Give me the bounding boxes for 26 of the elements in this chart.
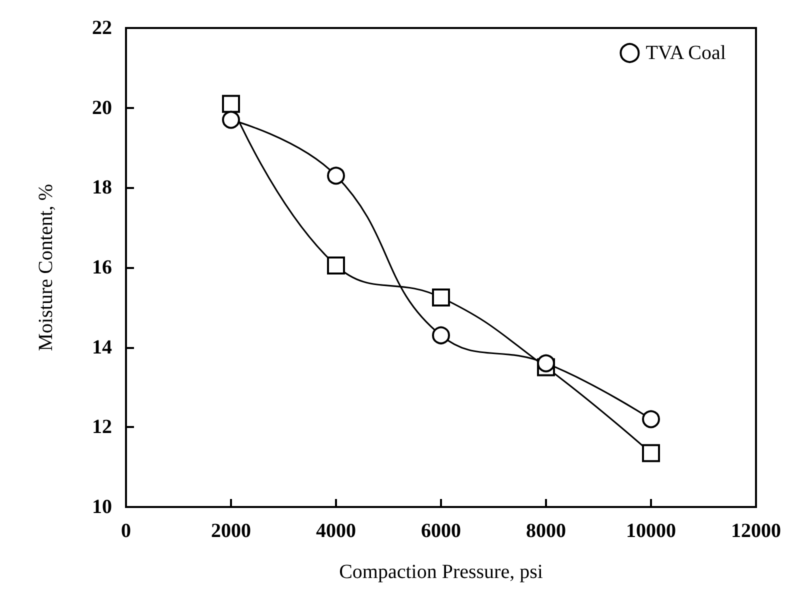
point <box>642 410 660 428</box>
point <box>222 110 240 129</box>
y-tick-label: 14 <box>92 336 112 358</box>
point <box>432 288 450 306</box>
point <box>222 94 240 113</box>
x-tick-label: 8000 <box>526 520 566 542</box>
x-tick-label: 6000 <box>421 520 461 542</box>
y-tick-label: 16 <box>92 256 112 278</box>
y-axis-title: Moisture Content, % <box>35 184 57 352</box>
x-axis-title: Compaction Pressure, psi <box>339 561 544 583</box>
point <box>642 444 660 462</box>
legend-label: TVA Coal <box>646 42 726 64</box>
x-tick-label: 0 <box>121 520 131 542</box>
x-tick-label: 10000 <box>626 520 676 542</box>
y-tick-label: 22 <box>92 17 112 39</box>
point <box>537 354 555 372</box>
y-tick-label: 12 <box>92 416 112 438</box>
y-tick-label: 20 <box>92 96 112 119</box>
point <box>432 326 450 344</box>
x-tick-label: 12000 <box>731 520 781 542</box>
y-tick-label: 18 <box>92 176 112 199</box>
x-tick-label: 2000 <box>211 520 251 542</box>
y-tick-label: 10 <box>92 496 112 518</box>
x-tick-label: 4000 <box>316 520 356 542</box>
point <box>327 256 345 275</box>
point <box>327 166 345 185</box>
